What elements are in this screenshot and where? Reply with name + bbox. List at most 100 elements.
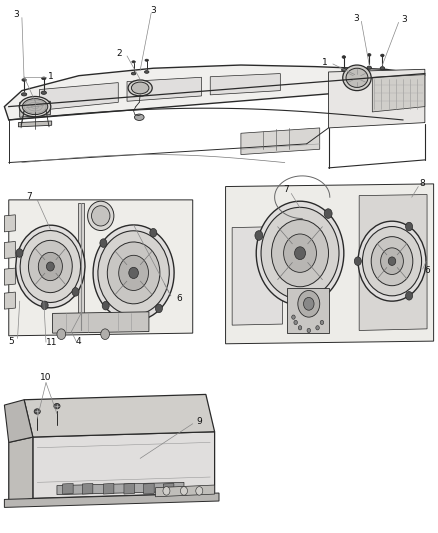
Ellipse shape <box>367 66 371 69</box>
Polygon shape <box>287 288 328 333</box>
Circle shape <box>324 209 332 219</box>
Ellipse shape <box>119 255 148 290</box>
Ellipse shape <box>20 230 81 303</box>
Circle shape <box>406 292 413 300</box>
Circle shape <box>72 288 79 296</box>
Ellipse shape <box>381 248 403 274</box>
Polygon shape <box>9 437 33 504</box>
Polygon shape <box>4 400 33 442</box>
Polygon shape <box>4 65 425 120</box>
Ellipse shape <box>88 201 114 231</box>
Ellipse shape <box>98 231 169 315</box>
Polygon shape <box>124 483 134 494</box>
Ellipse shape <box>16 225 85 308</box>
Polygon shape <box>4 268 15 285</box>
Ellipse shape <box>129 268 138 278</box>
Circle shape <box>180 487 187 495</box>
Text: 6: 6 <box>424 266 430 275</box>
Ellipse shape <box>358 221 426 301</box>
Circle shape <box>163 487 170 495</box>
Circle shape <box>316 326 319 330</box>
Polygon shape <box>241 128 320 155</box>
Ellipse shape <box>371 237 413 286</box>
Circle shape <box>196 487 203 495</box>
Circle shape <box>292 315 295 319</box>
Text: 7: 7 <box>26 192 32 200</box>
Ellipse shape <box>388 257 396 265</box>
Circle shape <box>294 320 297 325</box>
Circle shape <box>298 290 320 317</box>
Circle shape <box>102 302 109 310</box>
Ellipse shape <box>134 114 144 120</box>
Circle shape <box>307 328 311 333</box>
Ellipse shape <box>21 93 27 96</box>
Ellipse shape <box>381 54 384 57</box>
Ellipse shape <box>22 78 26 81</box>
Ellipse shape <box>107 242 160 304</box>
Ellipse shape <box>380 67 385 70</box>
Polygon shape <box>359 195 427 330</box>
Polygon shape <box>18 121 52 127</box>
Text: 9: 9 <box>196 417 202 425</box>
Circle shape <box>100 239 107 247</box>
Text: 1: 1 <box>322 59 328 67</box>
Circle shape <box>311 297 319 306</box>
Polygon shape <box>144 483 154 494</box>
Circle shape <box>101 329 110 340</box>
Ellipse shape <box>131 72 136 75</box>
Polygon shape <box>232 227 283 325</box>
Ellipse shape <box>42 77 46 80</box>
Ellipse shape <box>28 240 72 293</box>
Polygon shape <box>39 83 118 110</box>
Circle shape <box>155 304 162 313</box>
Text: 6: 6 <box>177 294 183 303</box>
Ellipse shape <box>272 220 328 287</box>
Circle shape <box>41 301 48 310</box>
Polygon shape <box>372 75 425 112</box>
Polygon shape <box>103 483 114 494</box>
Polygon shape <box>20 101 50 117</box>
Polygon shape <box>78 203 84 330</box>
Ellipse shape <box>93 225 174 321</box>
Polygon shape <box>63 483 73 494</box>
Polygon shape <box>24 394 215 437</box>
Text: 3: 3 <box>353 14 359 22</box>
Circle shape <box>406 222 413 231</box>
Text: 1: 1 <box>47 72 53 80</box>
Ellipse shape <box>145 70 149 73</box>
Text: 5: 5 <box>9 337 14 345</box>
Circle shape <box>57 329 66 340</box>
Polygon shape <box>82 483 93 494</box>
Ellipse shape <box>41 91 46 94</box>
Ellipse shape <box>362 227 421 296</box>
Ellipse shape <box>256 201 344 305</box>
Polygon shape <box>57 482 184 495</box>
Ellipse shape <box>132 61 135 63</box>
Ellipse shape <box>34 409 40 414</box>
Ellipse shape <box>346 68 368 87</box>
Polygon shape <box>127 77 201 101</box>
Text: 11: 11 <box>46 338 57 346</box>
Ellipse shape <box>54 403 60 409</box>
Polygon shape <box>4 493 219 507</box>
Polygon shape <box>155 485 215 497</box>
Polygon shape <box>328 69 425 128</box>
Ellipse shape <box>46 262 54 271</box>
Polygon shape <box>210 74 280 95</box>
Text: 3: 3 <box>14 11 20 19</box>
Ellipse shape <box>145 59 148 61</box>
Polygon shape <box>9 200 193 336</box>
Circle shape <box>298 326 302 330</box>
Polygon shape <box>226 184 434 344</box>
Circle shape <box>16 249 23 257</box>
Text: 3: 3 <box>150 6 156 15</box>
Text: 4: 4 <box>76 337 81 345</box>
Ellipse shape <box>22 99 48 115</box>
Ellipse shape <box>131 82 149 94</box>
Ellipse shape <box>92 206 110 226</box>
Ellipse shape <box>19 96 51 117</box>
Polygon shape <box>163 483 174 494</box>
Polygon shape <box>4 241 15 259</box>
Ellipse shape <box>343 65 371 91</box>
Circle shape <box>304 297 314 310</box>
